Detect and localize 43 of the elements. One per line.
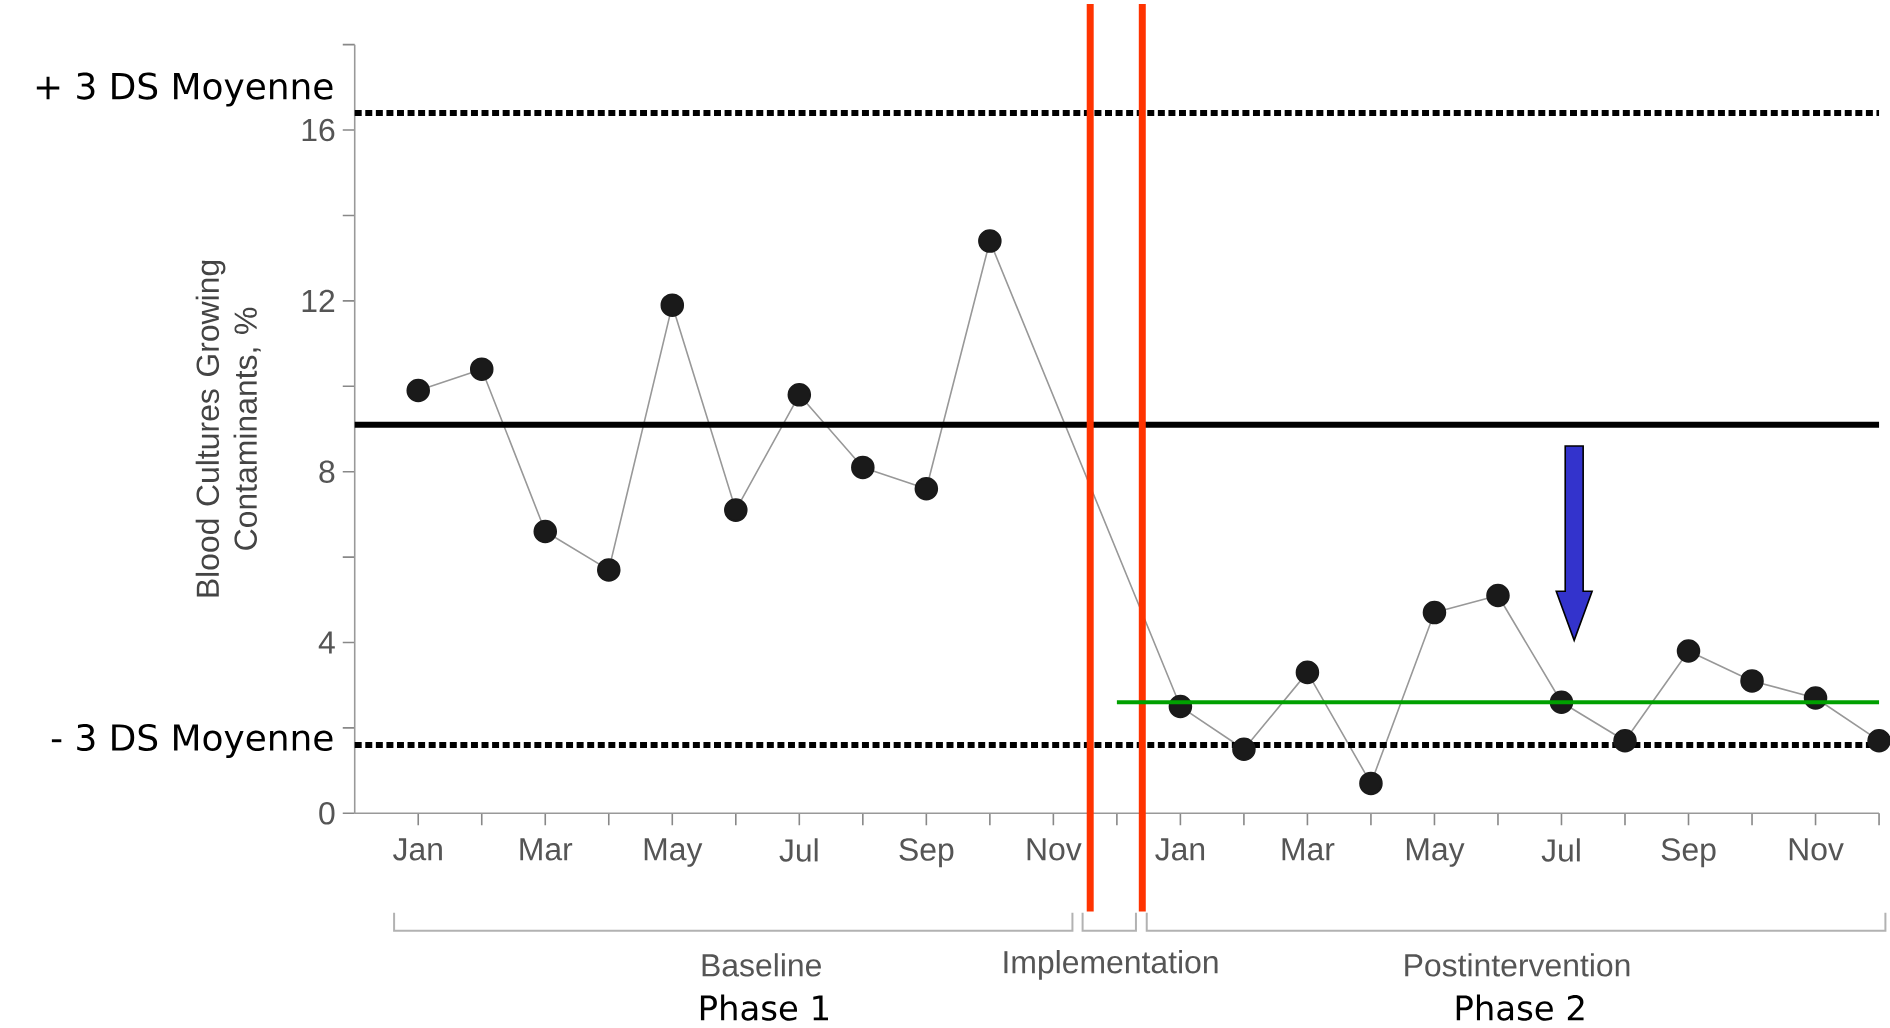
x-tick-label: Mar	[1282, 838, 1335, 861]
x-tick-label: Jan	[393, 838, 442, 861]
ref-line-label: + 3 DS Moyenne	[36, 72, 333, 107]
x-tick-label: May	[644, 838, 703, 867]
y-tick-label: 4	[318, 631, 335, 654]
point	[1740, 669, 1764, 693]
point	[978, 229, 1002, 253]
point	[851, 455, 875, 480]
point	[787, 383, 812, 407]
text: Phase 1	[700, 994, 829, 1021]
y-tick-label: 0	[319, 802, 335, 825]
point	[406, 378, 430, 403]
point	[469, 357, 494, 382]
point	[533, 519, 558, 544]
point	[1486, 583, 1510, 608]
x-tick-label: Sep	[899, 838, 954, 868]
y-tick-label: 12	[302, 289, 335, 313]
x-tick-label: Nov	[1789, 838, 1844, 861]
point	[1295, 660, 1320, 685]
text: Baseline	[702, 953, 821, 977]
point	[597, 558, 621, 582]
y-tick-label: 8	[319, 460, 335, 484]
point	[1359, 771, 1383, 796]
x-tick-label: May	[1406, 838, 1465, 867]
point	[1613, 729, 1637, 753]
point	[1676, 639, 1701, 663]
x-tick-label: Nov	[1027, 838, 1082, 861]
ref-line-label: - 3 DS Moyenne	[51, 724, 333, 759]
point	[660, 293, 685, 317]
y-axis-title: Blood Cultures Growing Contaminants, %	[195, 260, 261, 597]
text: Implementation	[1004, 950, 1218, 980]
point	[724, 498, 748, 522]
x-tick-label: Jan	[1155, 838, 1205, 861]
x-tick-label: Jul	[779, 838, 818, 862]
point	[1232, 737, 1256, 762]
x-tick-label: Jul	[1541, 838, 1580, 862]
x-tick-label: Mar	[520, 838, 573, 861]
y-tick-label: 16	[302, 118, 335, 142]
x-tick-label: Sep	[1661, 838, 1716, 868]
text: Phase 2	[1456, 994, 1584, 1021]
text: Postintervention	[1405, 953, 1630, 977]
point	[914, 477, 939, 501]
point	[1422, 600, 1447, 625]
